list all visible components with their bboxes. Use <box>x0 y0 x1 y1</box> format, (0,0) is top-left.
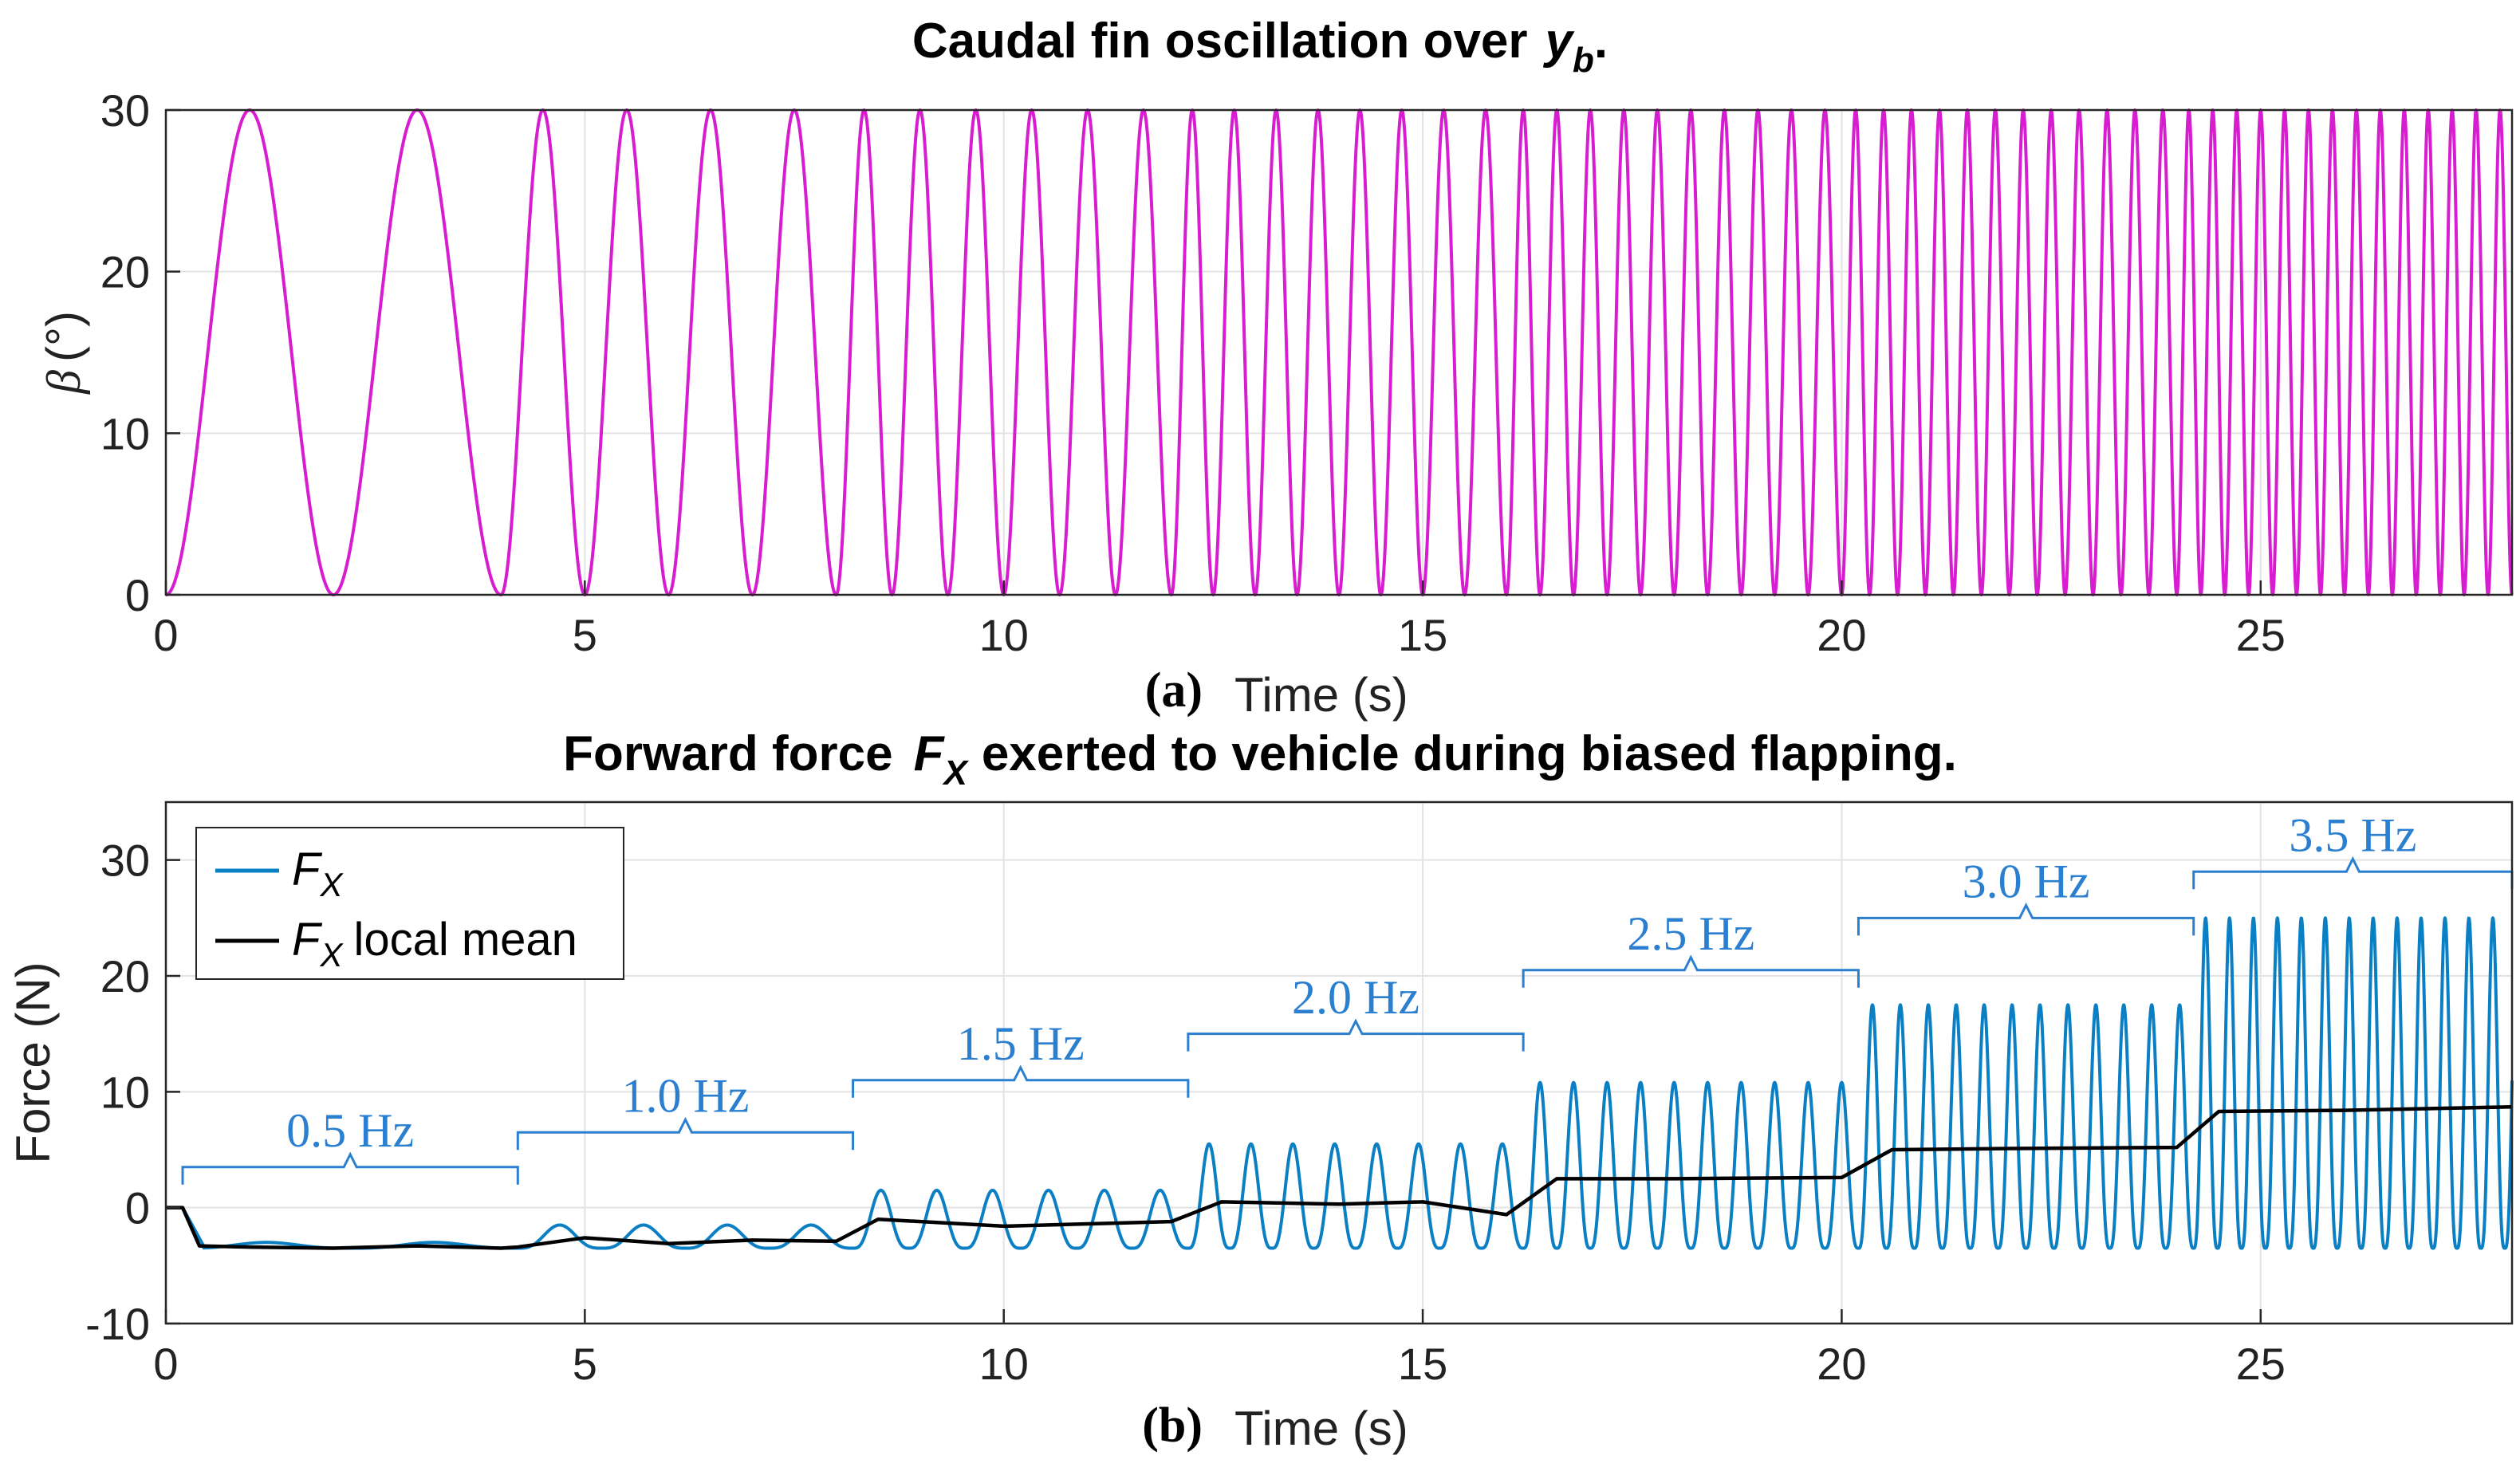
freq-bracket-2 <box>852 1064 1190 1098</box>
panel-a-y-tick-label-0: 0 <box>125 570 150 620</box>
series-beta-line <box>164 108 2514 596</box>
panel-b-title-end: exerted to vehicle during biased flappin… <box>982 726 1957 781</box>
panel-b-x-tick-label-3: 15 <box>1398 1339 1447 1389</box>
panel-b-y-label: Force (N) <box>6 962 60 1163</box>
panel-a-y-ticks: 0 10 20 30 <box>100 85 180 620</box>
panel-a-x-ticks: 0 5 10 15 20 25 <box>153 580 2286 660</box>
panel-b-y-tick-label-3: 20 <box>100 951 150 1001</box>
panel-a-title: Caudal fin oscillation over yb. <box>912 14 1608 80</box>
panel-b-x-label: Time (s) <box>1234 1402 1408 1455</box>
legend-entry-force-sub: X <box>319 866 344 903</box>
panel-b-plot <box>166 916 2514 1250</box>
freq-bracket-6 <box>2192 856 2514 890</box>
freq-bracket-1 <box>516 1116 855 1151</box>
freq-bracket-3 <box>1187 1018 1525 1052</box>
freq-bracket-5 <box>1857 902 2195 936</box>
panel-b-title-var: F <box>914 726 946 781</box>
freq-bracket-0 <box>181 1151 519 1185</box>
panel-a-y-label: β (°) <box>37 311 90 395</box>
panel-b-legend: FX FX local mean <box>195 827 624 980</box>
panel-b-frequency-annotations: 0.5 Hz 1.0 Hz 1.5 Hz 2.0 Hz 2.5 Hz 3.0 Hz 3.5 … <box>181 809 2514 1185</box>
panel-b-y-ticks: -10 0 10 20 30 <box>85 836 180 1349</box>
panel-b-y-tick-label-1: 0 <box>125 1183 150 1233</box>
legend-box <box>195 827 624 980</box>
legend-entry-mean-var: F <box>292 914 323 966</box>
panel-a-x-tick-label-5: 25 <box>2236 610 2286 660</box>
series-force-line <box>166 916 2514 1250</box>
panel-a-x-tick-label-1: 5 <box>573 610 597 660</box>
panel-b-title-text: Forward force <box>563 726 892 781</box>
panel-a-x-tick-label-0: 0 <box>153 610 178 660</box>
panel-a-title-text: Caudal fin oscillation over <box>912 14 1528 69</box>
legend-entry-mean: FX local mean <box>292 914 577 974</box>
freq-label-3: 2.0 Hz <box>1292 971 1419 1024</box>
panel-b-x-tick-label-5: 25 <box>2236 1339 2286 1389</box>
legend-entry-force: FX <box>292 844 344 903</box>
freq-label-4: 2.5 Hz <box>1627 907 1754 960</box>
legend-entry-mean-sub: X <box>319 936 344 974</box>
panel-b-axes-frame <box>164 800 2514 1325</box>
panel-b-y-tick-label-2: 10 <box>100 1067 150 1117</box>
panel-a-y-tick-label-2: 20 <box>100 247 150 297</box>
panel-b-x-tick-label-0: 0 <box>153 1339 178 1389</box>
freq-label-0: 0.5 Hz <box>286 1104 414 1157</box>
panel-b-label: (b) <box>1142 1398 1203 1453</box>
series-force-local-mean-line <box>166 1104 2513 1250</box>
panel-a-y-label-unit: (°) <box>37 311 90 362</box>
legend-entry-force-var: F <box>292 844 323 895</box>
panel-b-title: Forward force FX exerted to vehicle during… <box>563 726 1957 793</box>
freq-label-6: 3.5 Hz <box>2289 809 2416 862</box>
panel-b-x-tick-label-2: 10 <box>979 1339 1029 1389</box>
panel-a-x-tick-label-4: 20 <box>1817 610 1866 660</box>
panel-a-x-tick-label-3: 15 <box>1398 610 1447 660</box>
panel-a-y-tick-label-3: 30 <box>100 85 150 136</box>
panel-b-y-tick-label-4: 30 <box>100 836 150 886</box>
panel-a-axes-frame <box>164 108 2514 596</box>
panel-a-plot <box>164 108 2514 596</box>
panel-b-x-ticks: 0 5 10 15 20 25 <box>153 1309 2286 1389</box>
freq-label-2: 1.5 Hz <box>957 1017 1085 1070</box>
panel-b-x-tick-label-1: 5 <box>573 1339 597 1389</box>
panel-b-x-tick-label-4: 20 <box>1817 1339 1866 1389</box>
freq-bracket-4 <box>1522 954 1860 988</box>
panel-a-label: (a) <box>1145 663 1203 718</box>
panel-a-title-var: y <box>1543 14 1576 69</box>
freq-label-5: 3.0 Hz <box>1963 856 2090 908</box>
panel-a-y-tick-label-1: 10 <box>100 408 150 458</box>
panel-b-title-sub: X <box>941 753 969 793</box>
panel-a-title-end: . <box>1594 14 1608 69</box>
panel-a: Caudal fin oscillation over yb. 0 5 10 15 20 2… <box>37 14 2514 722</box>
panel-a-title-sub: b <box>1573 41 1594 80</box>
panel-a-x-tick-label-2: 10 <box>979 610 1029 660</box>
legend-entry-mean-suffix: local mean <box>353 914 577 966</box>
panel-a-y-label-symbol: β <box>37 370 90 395</box>
freq-label-1: 1.0 Hz <box>621 1070 749 1123</box>
panel-b: Forward force FX exerted to vehicle during… <box>6 726 2514 1455</box>
panel-b-y-tick-label-0: -10 <box>85 1299 150 1349</box>
panel-a-x-label: Time (s) <box>1234 668 1408 722</box>
